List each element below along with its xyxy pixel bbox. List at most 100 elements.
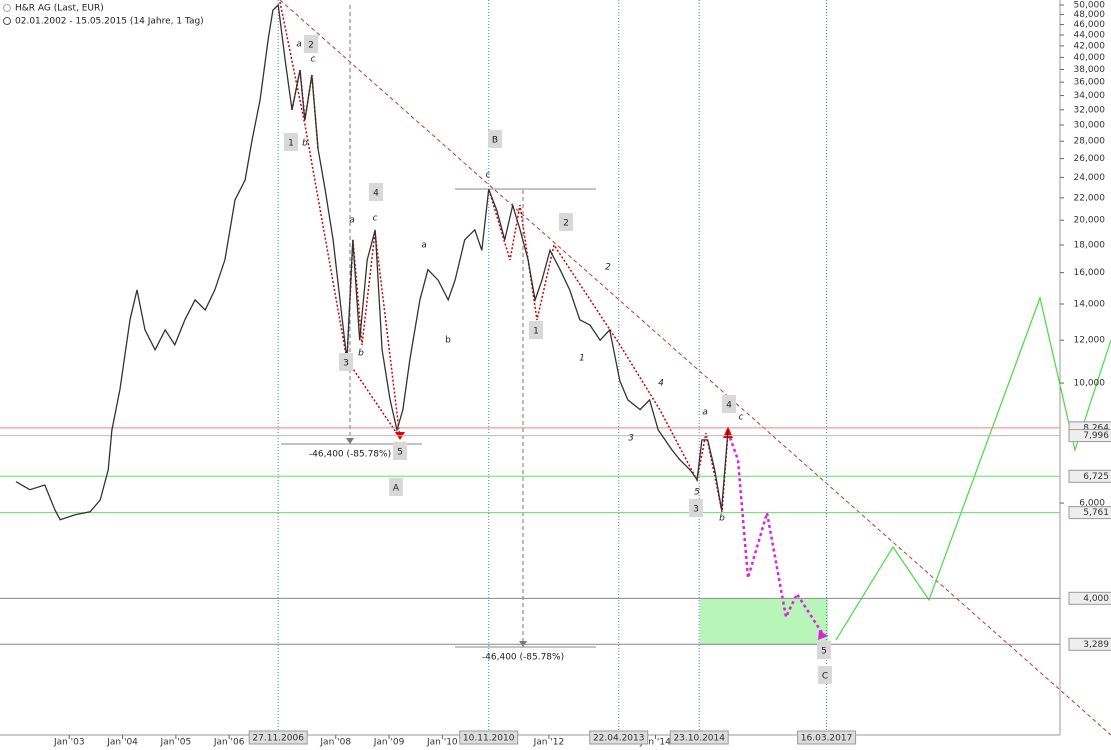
wave-path <box>279 1 401 439</box>
wave-label-box <box>284 133 298 151</box>
wave-label-box <box>369 183 383 201</box>
y-tick-label: 46,000 <box>1074 20 1106 30</box>
wave-label-box <box>722 395 736 413</box>
level-label: 5,761 <box>1083 508 1109 518</box>
y-tick-label: 12,000 <box>1074 336 1106 346</box>
date-marker-box <box>589 730 649 745</box>
level-label: 3,289 <box>1083 640 1109 650</box>
wave-label: 4 <box>373 189 379 199</box>
wave-label-box <box>689 499 703 517</box>
wave-label: c <box>311 55 316 65</box>
legend-icon <box>3 4 11 12</box>
x-tick-label: Jan '08 <box>319 738 351 748</box>
date-marker-box <box>248 730 308 745</box>
y-tick-label: 40,000 <box>1074 53 1106 63</box>
wave-label: 5 <box>821 647 827 657</box>
level-label: 8,264 <box>1083 423 1109 433</box>
date-marker-label: 16.03.2017 <box>801 734 853 744</box>
level-box <box>1068 506 1111 520</box>
y-tick-label: 16,000 <box>1074 268 1106 278</box>
y-tick-label: 30,000 <box>1074 120 1106 130</box>
y-tick-label: 42,000 <box>1074 41 1106 51</box>
level-label: 4,000 <box>1083 594 1109 604</box>
wave-label: 3 <box>343 359 349 369</box>
wave-label: A <box>393 484 400 494</box>
x-tick-label: Jan '12 <box>533 738 565 748</box>
x-tick-label: Jan '09 <box>373 738 405 748</box>
wave-label: 5 <box>694 488 700 498</box>
wave-label: a <box>702 408 708 418</box>
y-tick-label: 6,000 <box>1079 499 1105 509</box>
wave-label: a <box>296 40 302 50</box>
wave-label-box <box>339 353 353 371</box>
wave-label: 2 <box>563 219 569 229</box>
projection-arrow <box>818 630 828 640</box>
y-tick-label: 24,000 <box>1074 173 1106 183</box>
wave-label: b <box>358 349 364 359</box>
wave-label: 2 <box>605 263 611 273</box>
y-tick-label: 34,000 <box>1074 91 1106 101</box>
date-marker-box <box>459 730 519 745</box>
y-tick-label: 28,000 <box>1074 137 1106 147</box>
wave-label-box <box>529 321 543 339</box>
wave-label-box <box>488 130 502 148</box>
level-label: 7,996 <box>1083 431 1109 441</box>
wave-label: 1 <box>579 354 585 364</box>
y-tick-label: 38,000 <box>1074 65 1106 75</box>
x-tick-label: Jan '14 <box>639 738 671 748</box>
wave-label: c <box>373 214 378 224</box>
background-layer <box>279 0 1111 736</box>
y-tick-label: 10,000 <box>1074 379 1106 389</box>
date-marker-label: 10.11.2010 <box>463 734 515 744</box>
time-icon <box>3 17 11 25</box>
wave-path <box>488 189 729 513</box>
x-tick-label: Jan '10 <box>426 738 458 748</box>
wave-label: 4 <box>726 401 732 411</box>
y-tick-label: 48,000 <box>1074 10 1106 20</box>
y-tick-label: 18,000 <box>1074 240 1106 250</box>
date-marker-label: 23.10.2014 <box>673 734 725 744</box>
y-tick-label: 44,000 <box>1074 31 1106 41</box>
wave-label: 3 <box>693 505 699 515</box>
trend-line <box>279 0 1111 736</box>
x-tick-label: Jan '04 <box>106 738 138 748</box>
level-label: 6,725 <box>1083 472 1109 482</box>
wave-label-box <box>818 666 832 684</box>
y-tick-label: 20,000 <box>1074 216 1106 226</box>
wave-label: b <box>302 139 308 149</box>
wave-label: B <box>492 136 498 146</box>
wave-label: c <box>486 171 491 181</box>
wave-label: b <box>719 514 725 524</box>
wave-label: b <box>445 336 451 346</box>
wave-label-box <box>389 478 403 496</box>
wave-label-box <box>817 641 831 659</box>
x-tick-label: Jan '05 <box>160 738 192 748</box>
y-tick-label: 32,000 <box>1074 105 1106 115</box>
level-box <box>1068 429 1111 443</box>
wave-label-box <box>393 442 407 460</box>
y-tick-label: 50,000 <box>1074 0 1106 10</box>
x-tick-label: Jan '06 <box>213 738 245 748</box>
price-line <box>15 3 729 521</box>
measure-arrow <box>346 438 354 444</box>
wave-label: 1 <box>533 327 539 337</box>
target-zone <box>700 599 828 645</box>
wave-label-box <box>559 213 573 231</box>
measurement-label: -46,400 (-85.78%) <box>309 450 391 460</box>
wave-label: 4 <box>658 379 664 389</box>
wave-label: 5 <box>397 448 403 458</box>
wave-label-box <box>304 35 318 53</box>
wave-label: 3 <box>628 434 634 444</box>
date-marker-label: 27.11.2006 <box>252 734 304 744</box>
y-tick-label: 22,000 <box>1074 193 1106 203</box>
date-marker-box <box>669 730 729 745</box>
date-marker-label: 22.04.2013 <box>593 734 645 744</box>
x-tick-label: Jan '03 <box>53 738 85 748</box>
measurement-label: -46,400 (-85.78%) <box>482 653 564 663</box>
wave-label: 1 <box>288 139 294 149</box>
level-box <box>1068 591 1111 605</box>
y-tick-label: 26,000 <box>1074 154 1106 164</box>
level-box <box>1068 469 1111 483</box>
chart-title: H&R AG (Last, EUR) <box>15 4 104 14</box>
